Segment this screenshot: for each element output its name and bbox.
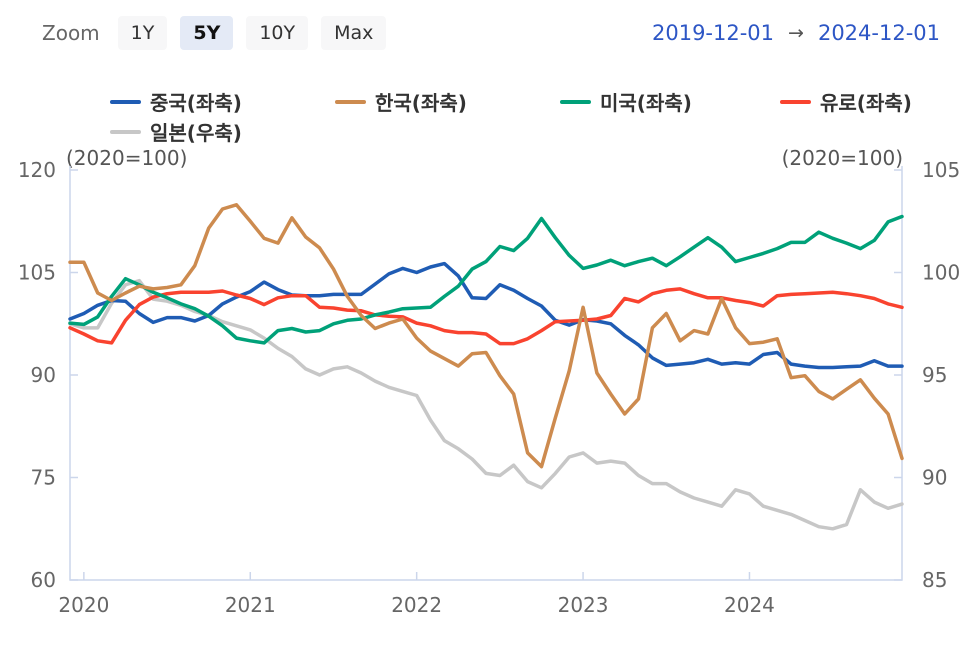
series-line-일본(우축)[interactable] (68, 278, 904, 531)
zoom-toolbar: Zoom 1Y 5Y 10Y Max (42, 16, 399, 50)
legend-item-china[interactable]: 중국(좌축) (110, 87, 242, 116)
arrow-right-icon: → (788, 22, 804, 44)
x-axis-tick-label: 2023 (558, 593, 609, 617)
zoom-button-10y[interactable]: 10Y (246, 16, 309, 50)
legend-item-euro[interactable]: 유로(좌축) (780, 87, 912, 116)
date-range: 2019-12-01 → 2024-12-01 (652, 21, 940, 45)
right-axis-tick-label: 100 (922, 261, 960, 285)
right-axis-tick-label: 85 (922, 568, 947, 592)
line-marker-icon (560, 99, 591, 104)
right-axis-tick-label: 90 (922, 466, 947, 490)
line-marker-icon (110, 129, 141, 134)
left-axis-tick-label: 60 (31, 568, 56, 592)
date-to[interactable]: 2024-12-01 (817, 21, 940, 45)
legend-item-korea[interactable]: 한국(좌축) (335, 87, 467, 116)
left-axis-tick-label: 90 (31, 363, 56, 387)
legend-item-usa[interactable]: 미국(좌축) (560, 87, 692, 116)
left-axis-tick-label: 105 (18, 261, 56, 285)
right-axis-tick-label: 105 (922, 158, 960, 182)
series-line-한국(좌축)[interactable] (68, 203, 904, 469)
zoom-button-1y[interactable]: 1Y (117, 16, 168, 50)
x-axis-tick-label: 2022 (391, 593, 442, 617)
x-axis-tick-label: 2024 (724, 593, 775, 617)
line-marker-icon (110, 99, 141, 104)
right-axis-unit-label: (2020=100) (781, 146, 903, 170)
zoom-label: Zoom (42, 21, 100, 45)
left-axis-tick-label: 75 (31, 466, 56, 490)
legend-item-japan[interactable]: 일본(우축) (110, 117, 242, 146)
legend-label: 중국(좌축) (150, 91, 242, 115)
legend-label: 한국(좌축) (375, 91, 467, 115)
x-axis-tick-label: 2021 (225, 593, 276, 617)
series-line-유로(좌축)[interactable] (68, 287, 904, 346)
zoom-button-5y[interactable]: 5Y (180, 16, 234, 50)
line-marker-icon (780, 99, 811, 104)
left-axis-unit-label: (2020=100) (66, 146, 188, 170)
series-line-미국(좌축)[interactable] (68, 214, 904, 345)
legend-label: 유로(좌축) (820, 91, 912, 115)
line-marker-icon (335, 99, 366, 104)
right-axis-tick-label: 95 (922, 363, 947, 387)
legend-label: 미국(좌축) (600, 91, 692, 115)
axis-frame (69, 166, 903, 581)
date-from[interactable]: 2019-12-01 (651, 21, 775, 45)
left-axis-tick-label: 120 (18, 158, 56, 182)
zoom-button-max[interactable]: Max (321, 16, 387, 50)
x-axis-tick-label: 2020 (58, 593, 109, 617)
legend-label: 일본(우축) (150, 121, 242, 145)
